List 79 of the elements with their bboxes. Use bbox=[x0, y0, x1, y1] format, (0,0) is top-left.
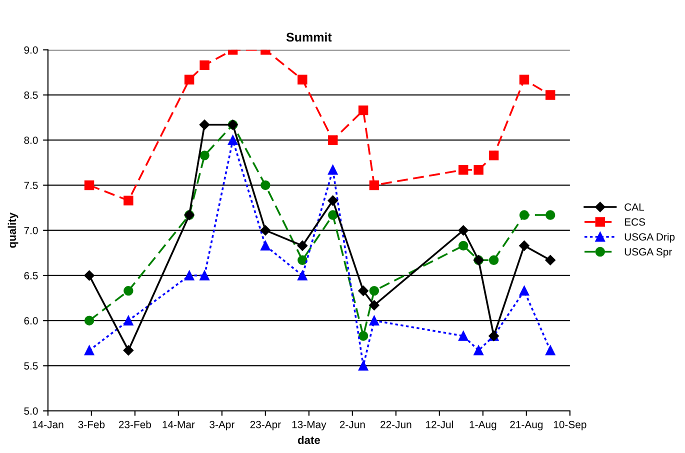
y-tick-label: 7.0 bbox=[24, 226, 38, 234]
x-tick-label: 14-Jan bbox=[32, 420, 64, 428]
point bbox=[519, 74, 530, 84]
point bbox=[123, 345, 134, 356]
y-tick-label: 6.0 bbox=[24, 317, 38, 324]
point bbox=[328, 165, 338, 175]
point bbox=[84, 346, 94, 356]
legend-label: USGA Spr bbox=[624, 248, 672, 258]
y-tick-label: 5.0 bbox=[24, 407, 38, 415]
point bbox=[200, 270, 210, 280]
y-tick-label: 8.0 bbox=[24, 136, 38, 144]
point bbox=[545, 210, 556, 220]
point bbox=[298, 74, 308, 84]
point bbox=[458, 240, 468, 251]
point bbox=[297, 240, 308, 251]
y-tick-label: 6.5 bbox=[24, 272, 38, 280]
point bbox=[84, 180, 94, 190]
point bbox=[474, 346, 484, 356]
x-tick-label: 3-Apr bbox=[210, 420, 235, 430]
point bbox=[328, 195, 338, 206]
point bbox=[199, 120, 210, 130]
point bbox=[200, 150, 210, 160]
point bbox=[84, 316, 94, 326]
point bbox=[184, 270, 194, 280]
point bbox=[328, 135, 338, 145]
x-tick-label: 21-Aug bbox=[510, 420, 543, 430]
point bbox=[369, 300, 380, 310]
point bbox=[298, 270, 308, 280]
point bbox=[369, 286, 380, 296]
y-axis-title: quality bbox=[8, 212, 18, 248]
x-tick-label: 10-Sep bbox=[554, 420, 586, 430]
y-tick-label: 7.5 bbox=[24, 182, 38, 190]
point bbox=[184, 74, 194, 84]
x-tick-label: 3-Feb bbox=[78, 420, 105, 428]
point bbox=[260, 225, 271, 236]
point bbox=[369, 180, 380, 190]
point bbox=[488, 255, 499, 265]
point bbox=[260, 180, 270, 190]
point bbox=[488, 150, 499, 160]
point bbox=[84, 270, 94, 281]
point bbox=[260, 240, 270, 251]
point bbox=[228, 135, 238, 145]
x-tick-label: 2-Jun bbox=[340, 420, 365, 428]
point bbox=[458, 165, 468, 175]
y-tick-label: 9.0 bbox=[24, 46, 38, 54]
point bbox=[124, 316, 134, 326]
x-tick-label: 14-Mar bbox=[162, 420, 195, 428]
point bbox=[474, 165, 484, 175]
point bbox=[369, 316, 380, 326]
y-tick-label: 5.5 bbox=[24, 362, 38, 370]
point bbox=[545, 90, 556, 100]
point bbox=[545, 346, 556, 356]
point bbox=[124, 196, 134, 206]
point bbox=[124, 286, 134, 296]
point bbox=[358, 331, 368, 341]
x-tick-label: 1-Aug bbox=[470, 420, 496, 430]
point bbox=[358, 360, 368, 371]
x-axis-title: date bbox=[298, 436, 320, 444]
legend-label: CAL bbox=[624, 203, 644, 211]
point bbox=[458, 331, 468, 341]
point bbox=[200, 60, 210, 70]
x-tick-label: 13-May bbox=[292, 420, 326, 430]
point bbox=[545, 255, 556, 266]
chart-title: Summit bbox=[286, 32, 332, 42]
point bbox=[519, 286, 530, 296]
x-tick-label: 12-Jul bbox=[426, 420, 453, 428]
point bbox=[358, 286, 368, 296]
x-tick-label: 22-Jun bbox=[380, 420, 412, 428]
point bbox=[519, 210, 530, 220]
legend-label: USGA Drip bbox=[624, 232, 675, 243]
point bbox=[519, 240, 530, 251]
x-tick-label: 23-Apr bbox=[250, 420, 281, 430]
x-tick-label: 23-Feb bbox=[118, 420, 152, 428]
point bbox=[328, 210, 338, 220]
y-tick-label: 8.5 bbox=[24, 91, 38, 99]
point bbox=[298, 255, 308, 265]
legend-label: ECS bbox=[624, 218, 646, 226]
point bbox=[358, 105, 368, 116]
point bbox=[458, 225, 468, 236]
